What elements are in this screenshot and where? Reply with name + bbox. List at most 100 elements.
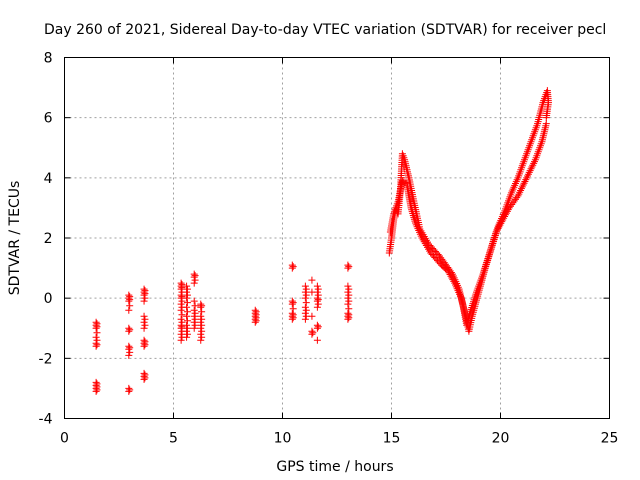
data-point — [183, 285, 191, 293]
data-point — [517, 185, 525, 193]
data-point — [141, 294, 149, 302]
data-point — [126, 326, 134, 334]
data-point — [141, 321, 149, 329]
data-point — [190, 297, 198, 305]
data-point — [289, 305, 297, 313]
data-point — [140, 342, 148, 350]
x-tick-label: 25 — [601, 431, 619, 447]
data-point — [92, 342, 100, 350]
data-point — [525, 168, 533, 176]
data-point — [529, 161, 537, 169]
data-point — [126, 386, 134, 394]
x-tick-label: 10 — [274, 431, 292, 447]
x-tick-label: 5 — [169, 431, 178, 447]
data-point — [313, 303, 321, 311]
data-point — [125, 345, 133, 353]
data-point — [314, 285, 322, 293]
data-point — [542, 120, 550, 128]
data-point — [308, 276, 316, 284]
data-point — [401, 179, 409, 187]
data-point — [302, 306, 310, 314]
data-point — [190, 324, 198, 332]
data-point — [301, 315, 309, 323]
data-point — [345, 263, 353, 271]
data-point — [514, 192, 522, 200]
data-point — [92, 324, 100, 332]
data-point — [141, 341, 149, 349]
chart-title: Day 260 of 2021, Sidereal Day-to-day VTE… — [44, 22, 606, 38]
data-point — [314, 323, 322, 331]
data-point — [191, 321, 199, 329]
plot-frame — [64, 57, 610, 419]
data-point — [93, 323, 101, 331]
data-point — [183, 299, 191, 307]
data-point — [125, 351, 133, 359]
data-point — [177, 306, 185, 314]
data-point — [183, 312, 191, 320]
data-point — [183, 327, 191, 335]
data-point — [542, 114, 550, 122]
data-point — [140, 291, 148, 299]
data-point — [344, 294, 352, 302]
data-point — [289, 263, 297, 271]
data-point — [450, 277, 458, 285]
data-point — [197, 303, 205, 311]
data-point — [190, 279, 198, 287]
data-point — [126, 302, 134, 310]
data-point — [517, 186, 525, 194]
y-tick-label: 6 — [44, 111, 53, 127]
data-point — [177, 300, 185, 308]
data-point — [313, 336, 321, 344]
data-point — [125, 327, 133, 335]
data-point — [344, 300, 352, 308]
data-point — [513, 194, 521, 202]
x-tick-label: 15 — [383, 431, 401, 447]
data-point — [197, 330, 205, 338]
data-point — [177, 315, 185, 323]
data-point — [198, 302, 206, 310]
data-point — [518, 183, 526, 191]
data-point — [288, 264, 296, 272]
x-tick-labels: 0 5 10 15 20 25 — [60, 431, 618, 447]
data-point — [198, 327, 206, 335]
data-point — [308, 330, 316, 338]
data-point — [531, 158, 539, 166]
x-tick-label: 20 — [492, 431, 510, 447]
data-point — [177, 324, 185, 332]
data-point — [93, 341, 101, 349]
data-point — [313, 288, 321, 296]
data-point — [140, 324, 148, 332]
data-point — [141, 374, 149, 382]
data-point — [301, 288, 309, 296]
data-point — [345, 297, 353, 305]
data-point — [126, 296, 134, 304]
data-point — [198, 315, 206, 323]
data-point — [191, 276, 199, 284]
data-point — [314, 300, 322, 308]
data-point — [198, 333, 206, 341]
data-point — [345, 314, 353, 322]
data-point — [528, 163, 536, 171]
data-point — [190, 318, 198, 326]
data-points — [92, 87, 552, 395]
data-point — [302, 299, 310, 307]
x-axis-title: GPS time / hours — [276, 459, 393, 475]
data-point — [301, 309, 309, 317]
data-point — [289, 314, 297, 322]
data-point — [301, 303, 309, 311]
data-point — [519, 181, 527, 189]
data-point — [191, 309, 199, 317]
data-point — [197, 336, 205, 344]
y-tick-label: -4 — [39, 412, 53, 428]
data-point — [313, 282, 321, 290]
data-point — [126, 348, 134, 356]
data-point — [344, 264, 352, 272]
data-point — [183, 288, 191, 296]
data-point — [515, 190, 523, 198]
data-point — [526, 167, 534, 175]
y-tick-label: 0 — [44, 291, 53, 307]
data-point — [252, 317, 260, 325]
data-point — [178, 297, 186, 305]
data-point — [520, 179, 528, 187]
